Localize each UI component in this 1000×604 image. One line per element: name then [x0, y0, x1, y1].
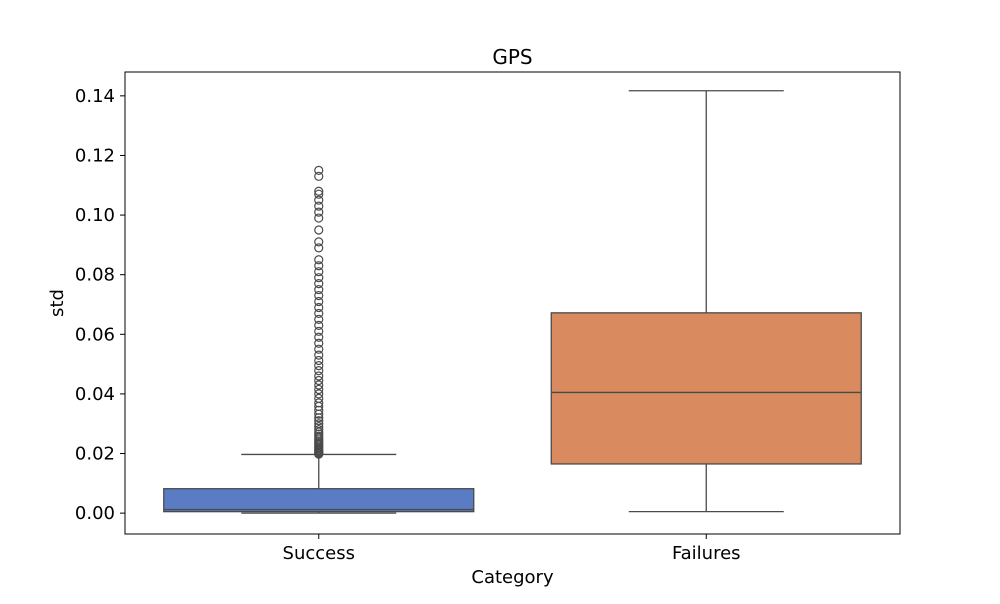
chart-title: GPS	[492, 45, 532, 69]
y-tick-label: 0.14	[75, 86, 115, 107]
outlier-point	[314, 279, 324, 289]
outlier-point	[314, 255, 324, 265]
iqr-box	[550, 312, 862, 465]
plot-frame	[124, 71, 901, 535]
outlier-point	[314, 326, 324, 336]
outlier-point	[314, 237, 324, 247]
axes: Success Failures 0.00 0.02 0.04 0.06 0.08 0.10 0…	[75, 86, 741, 564]
outlier-point	[314, 366, 324, 376]
y-tick-label: 0.00	[75, 503, 115, 524]
outlier-point	[314, 393, 324, 403]
x-axis-label: Category	[471, 567, 554, 588]
outlier-point	[314, 375, 324, 386]
outlier-point	[314, 284, 324, 295]
box-group-failures	[550, 90, 862, 513]
outlier-point	[314, 384, 324, 395]
outlier-point	[314, 314, 324, 324]
outlier-point	[314, 201, 324, 211]
outlier-point	[314, 273, 324, 283]
outlier-point	[314, 332, 324, 342]
outlier-point	[314, 261, 324, 271]
y-tick-label: 0.10	[75, 205, 115, 226]
outlier-point	[314, 416, 324, 426]
outlier-point	[314, 320, 324, 330]
outlier-point	[314, 171, 324, 181]
outlier-point	[314, 189, 324, 199]
y-axis-label: std	[47, 289, 68, 317]
outlier-point	[314, 371, 324, 381]
plot-area	[163, 90, 862, 514]
y-tick-label: 0.12	[75, 145, 115, 166]
box-group-success	[163, 165, 475, 514]
outlier-point	[314, 355, 324, 366]
y-tick-label: 0.08	[75, 265, 115, 286]
y-tick-label: 0.06	[75, 324, 115, 345]
outlier-point	[314, 425, 324, 435]
outlier-point	[314, 213, 324, 223]
outlier-point	[314, 350, 324, 360]
outlier-point	[314, 186, 324, 196]
outlier-point	[314, 344, 324, 354]
outlier-point	[314, 360, 324, 371]
x-tick-label: Failures	[672, 543, 741, 564]
outlier-point	[314, 338, 324, 348]
outlier-point	[314, 267, 324, 277]
outlier-point	[314, 195, 324, 205]
outlier-point	[314, 302, 324, 313]
outlier-point	[314, 243, 324, 253]
outlier-point	[314, 308, 324, 319]
outlier-point	[314, 422, 324, 432]
outlier-point	[314, 296, 324, 307]
outlier-point	[314, 165, 324, 175]
y-tick-label: 0.02	[75, 444, 115, 465]
x-tick-label: Success	[283, 543, 355, 564]
y-tick-label: 0.04	[75, 384, 115, 405]
outlier-point	[314, 380, 324, 390]
outlier-point	[314, 290, 324, 301]
outlier-point	[314, 207, 324, 217]
outlier-point	[314, 225, 324, 235]
outlier-point	[314, 419, 324, 429]
iqr-box	[163, 488, 475, 513]
outlier-point	[314, 389, 324, 399]
outlier-point	[314, 398, 324, 408]
